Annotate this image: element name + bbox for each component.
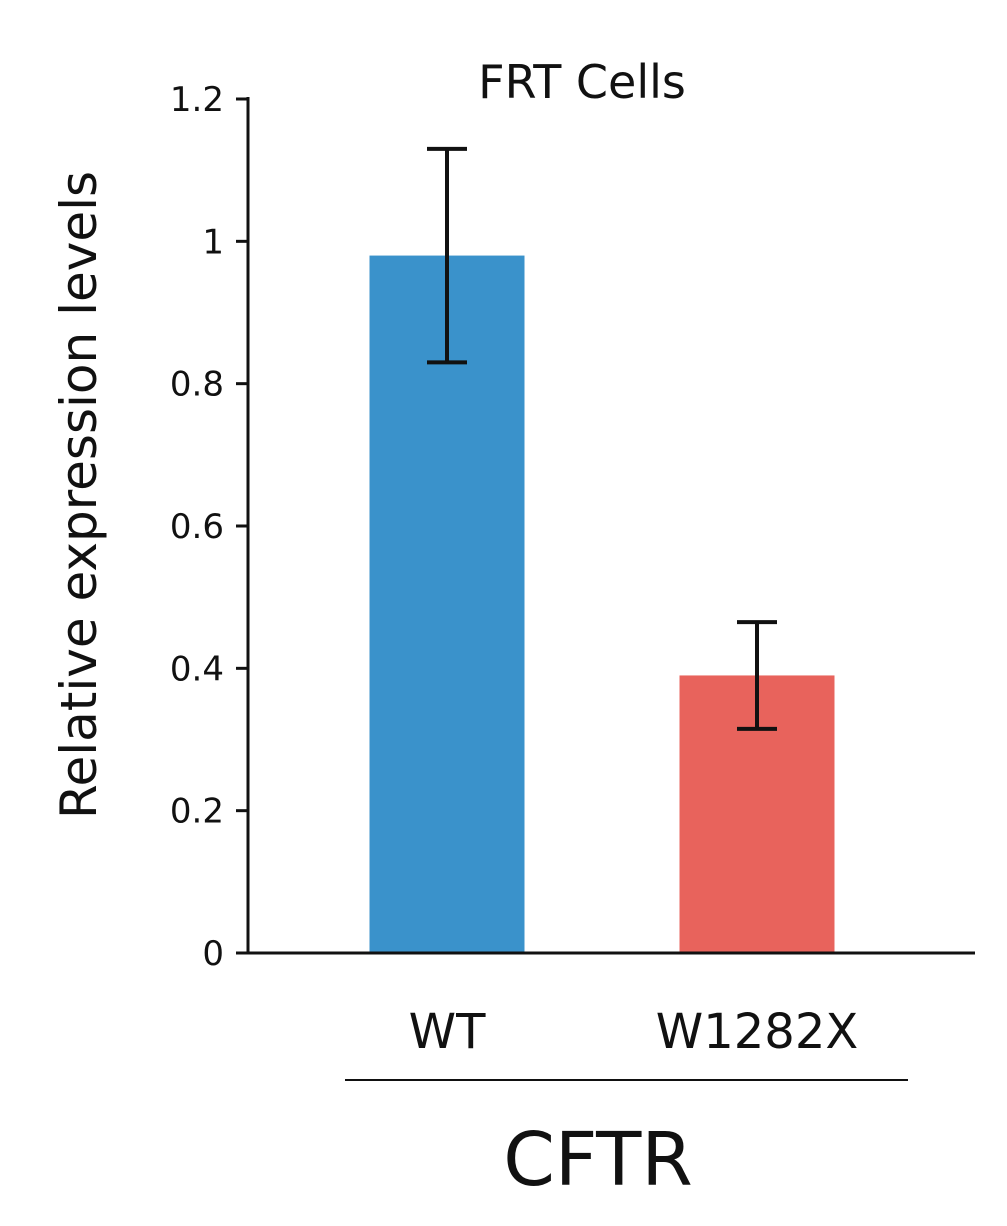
chart-title: FRT Cells [478,55,686,109]
y-tick-label: 0.6 [170,507,224,547]
error-bars [427,146,777,731]
y-axis-label: Relative expression levels [50,171,108,819]
y-tick-label: 0 [202,934,224,974]
x-category-label: W1282X [656,1004,859,1060]
y-tick-label: 1.2 [170,80,224,120]
x-axis-categories: WT W1282X [409,1004,859,1060]
bars [369,255,835,954]
group-label: CFTR [503,1117,693,1203]
axes [246,97,975,955]
y-tick-label: 0.8 [170,365,224,405]
bar-wt [369,255,525,954]
y-tick-label: 1 [202,222,224,262]
y-axis-ticks: 0 0.2 0.4 0.6 0.8 1 1.2 [170,80,248,974]
y-tick-label: 0.4 [170,649,224,689]
y-tick-label: 0.2 [170,792,224,832]
x-category-label: WT [409,1004,486,1060]
